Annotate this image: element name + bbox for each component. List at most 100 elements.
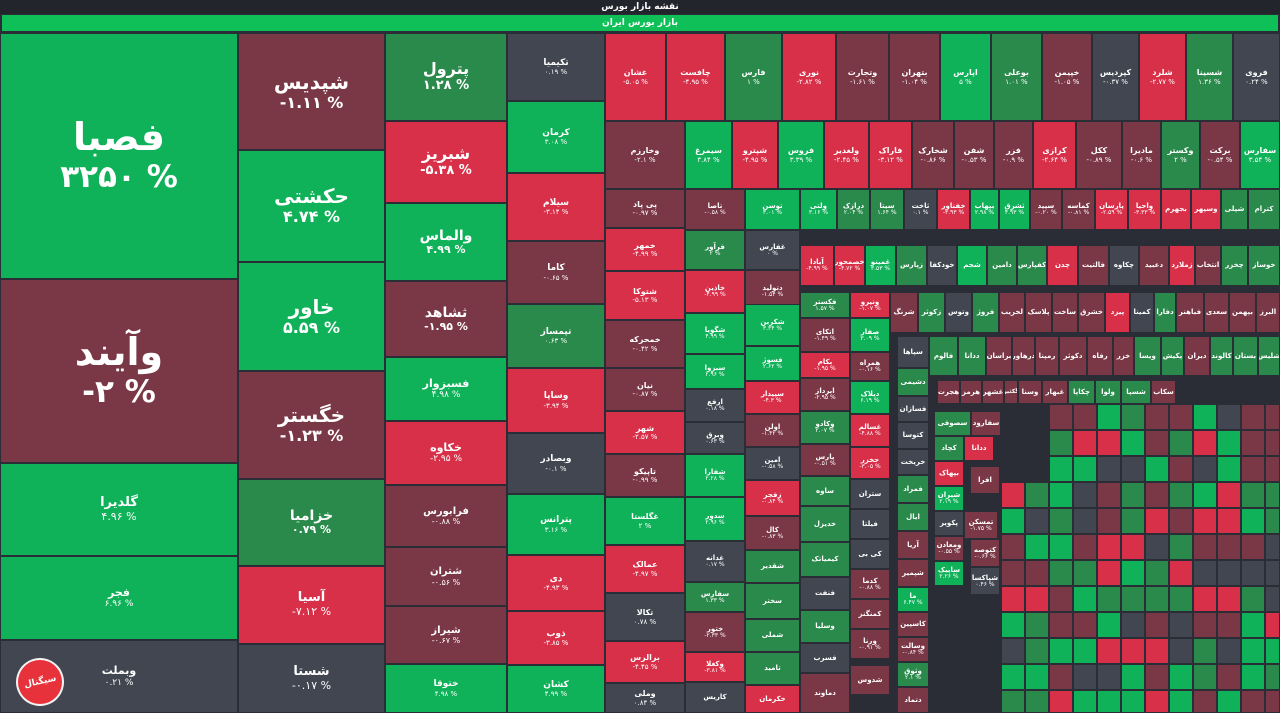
mini-symbol-tile[interactable] [1241, 430, 1265, 456]
symbol-tile[interactable]: پیزد [1105, 292, 1130, 333]
mini-symbol-tile[interactable] [1145, 534, 1169, 560]
symbol-tile[interactable]: غفارس ۰ % [745, 230, 800, 270]
mini-symbol-tile[interactable] [1217, 430, 1241, 456]
symbol-tile[interactable]: فمراد [897, 475, 929, 503]
mini-symbol-tile[interactable] [1265, 482, 1280, 508]
symbol-tile[interactable]: شتران -۰.۵۶ % [385, 547, 507, 606]
symbol-tile[interactable]: شبریز -۵.۳۸ % [385, 121, 507, 203]
symbol-tile[interactable]: سختر [745, 583, 800, 619]
symbol-tile[interactable]: شقدیر [745, 550, 800, 583]
symbol-tile[interactable]: پترانس ۳.۱۶ % [507, 494, 605, 555]
mini-symbol-tile[interactable] [1265, 638, 1280, 664]
symbol-tile[interactable]: آبادا -۴.۹۹ % [800, 245, 834, 286]
mini-symbol-tile[interactable] [1217, 638, 1241, 664]
symbol-tile[interactable]: فسرب [800, 643, 850, 673]
mini-symbol-tile[interactable] [1121, 560, 1145, 586]
symbol-tile[interactable]: فیلتا [850, 509, 890, 539]
mini-symbol-tile[interactable] [1001, 560, 1025, 586]
symbol-tile[interactable]: خوساز [1248, 245, 1280, 286]
symbol-tile[interactable]: شپلی [1221, 189, 1248, 230]
symbol-tile[interactable]: آسیا -۷.۱۲ % [238, 566, 385, 644]
mini-symbol-tile[interactable] [1241, 560, 1265, 586]
mini-symbol-tile[interactable] [1169, 534, 1193, 560]
mini-symbol-tile[interactable] [1025, 508, 1049, 534]
symbol-tile[interactable]: چکاوه [1109, 245, 1139, 286]
symbol-tile[interactable]: خمهر -۴.۹۹ % [605, 228, 685, 271]
symbol-tile[interactable]: خگستر -۱.۲۳ % [238, 371, 385, 479]
symbol-tile[interactable]: بستان [1233, 336, 1258, 376]
symbol-tile[interactable]: ولغدیر -۲.۴۵ % [824, 121, 869, 189]
mini-symbol-tile[interactable] [1097, 586, 1121, 612]
symbol-tile[interactable]: کی بی [850, 539, 890, 569]
mini-symbol-tile[interactable] [1121, 586, 1145, 612]
mini-symbol-tile[interactable] [1265, 690, 1280, 713]
symbol-tile[interactable]: خاذین -۴.۹۹ % [685, 270, 745, 313]
mini-symbol-tile[interactable] [1265, 404, 1280, 430]
symbol-tile[interactable]: شکربن ۳.۳۴ % [745, 304, 800, 346]
mini-symbol-tile[interactable] [1169, 690, 1193, 713]
mini-symbol-tile[interactable] [1193, 560, 1217, 586]
symbol-tile[interactable]: امین -۰.۵۸ % [745, 447, 800, 480]
symbol-tile[interactable]: ثشرق ۴.۹۳ % [999, 189, 1030, 230]
symbol-tile[interactable]: شرنگ [890, 292, 918, 333]
symbol-tile[interactable]: لخریب [999, 292, 1025, 333]
mini-symbol-tile[interactable] [1241, 534, 1265, 560]
mini-symbol-tile[interactable] [1025, 664, 1049, 690]
symbol-tile[interactable]: غدانه ۰.۱۷ % [685, 541, 745, 582]
mini-symbol-tile[interactable] [1265, 560, 1280, 586]
symbol-tile[interactable]: فروژ [972, 292, 999, 333]
symbol-tile[interactable]: ختور -۲.۳۳ % [685, 612, 745, 652]
symbol-tile[interactable]: دکوثر [1059, 336, 1087, 376]
mini-symbol-tile[interactable] [1025, 638, 1049, 664]
symbol-tile[interactable]: وملی ۰.۸۴ % [605, 683, 685, 713]
symbol-tile[interactable]: ارفع ۰.۱۸ % [685, 389, 745, 422]
symbol-tile[interactable]: کاریس [685, 682, 745, 713]
symbol-tile[interactable]: کرازی -۲.۶۴ % [1033, 121, 1076, 189]
symbol-tile[interactable]: فسبزوار ۴.۹۸ % [385, 357, 507, 421]
symbol-tile[interactable]: وساپا -۳.۹۴ % [507, 368, 605, 433]
symbol-tile[interactable]: بتهران -۱.۰۴ % [889, 33, 940, 121]
mini-symbol-tile[interactable] [1001, 664, 1025, 690]
symbol-tile[interactable]: شستا -۰.۱۷ % [238, 644, 385, 713]
symbol-tile[interactable]: تکیمیا ۰.۱۹ % [507, 33, 605, 101]
mini-symbol-tile[interactable] [1001, 638, 1025, 664]
symbol-tile[interactable]: غشهر [982, 380, 1004, 404]
mini-symbol-tile[interactable] [1169, 508, 1193, 534]
symbol-tile[interactable]: فرابورس -۰.۸۸ % [385, 485, 507, 547]
symbol-tile[interactable]: دامین [987, 245, 1017, 286]
symbol-tile[interactable]: مادیرا -۰.۶ % [1122, 121, 1161, 189]
mini-symbol-tile[interactable] [1145, 586, 1169, 612]
mini-symbol-tile[interactable] [1217, 612, 1241, 638]
symbol-tile[interactable]: ستران [850, 479, 890, 509]
mini-symbol-tile[interactable] [1001, 612, 1025, 638]
symbol-tile[interactable]: کچاد [934, 436, 964, 461]
mini-symbol-tile[interactable] [1241, 638, 1265, 664]
mini-symbol-tile[interactable] [1121, 456, 1145, 482]
symbol-tile[interactable]: وتجارت -۱.۶۱ % [836, 33, 889, 121]
mini-symbol-tile[interactable] [1121, 664, 1145, 690]
symbol-tile[interactable]: سیمرغ ۳.۸۴ % [685, 121, 732, 189]
symbol-tile[interactable]: کترام [1248, 189, 1280, 230]
mini-symbol-tile[interactable] [1265, 430, 1280, 456]
symbol-tile[interactable]: زکوثر [918, 292, 945, 333]
symbol-tile[interactable]: شگویا ۴.۹۹ % [685, 313, 745, 354]
symbol-tile[interactable]: فزر -۰.۹ % [994, 121, 1033, 189]
mini-symbol-tile[interactable] [1073, 664, 1097, 690]
mini-symbol-tile[interactable] [1049, 508, 1073, 534]
mini-symbol-tile[interactable] [1121, 638, 1145, 664]
symbol-tile[interactable]: خکاوه -۲.۹۵ % [385, 421, 507, 485]
mini-symbol-tile[interactable] [1049, 430, 1073, 456]
mini-symbol-tile[interactable] [1217, 560, 1241, 586]
mini-symbol-tile[interactable] [1145, 664, 1169, 690]
symbol-tile[interactable]: سیلام -۳.۱۴ % [507, 173, 605, 241]
symbol-tile[interactable]: بپهاک [934, 461, 964, 486]
symbol-tile[interactable]: خزامیا ۰.۷۹ % [238, 479, 385, 566]
symbol-tile[interactable]: وسپهر [1191, 189, 1221, 230]
symbol-tile[interactable]: خدیزل [800, 506, 850, 542]
mini-symbol-tile[interactable] [1073, 612, 1097, 638]
symbol-tile[interactable]: رفاه [1087, 336, 1113, 376]
mini-symbol-tile[interactable] [1193, 586, 1217, 612]
symbol-tile[interactable]: ساخت [1052, 292, 1078, 333]
symbol-tile[interactable]: شپترو -۴.۹۵ % [732, 121, 778, 189]
mini-symbol-tile[interactable] [1073, 560, 1097, 586]
